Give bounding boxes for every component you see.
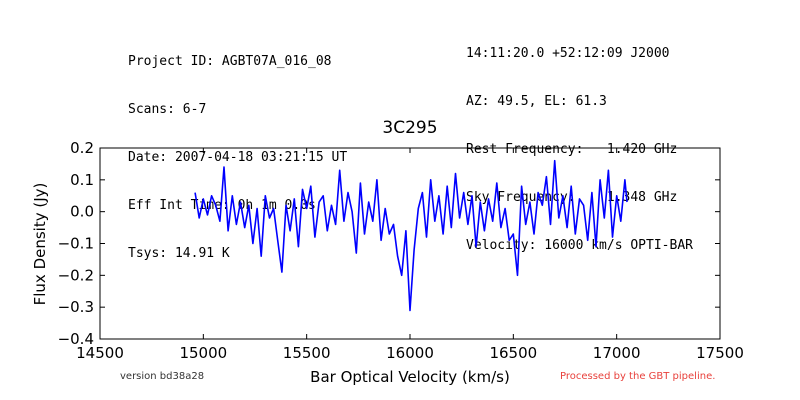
flux-density-series: [194, 159, 628, 312]
rest-frequency: Rest Frequency: 1.420 GHz: [466, 142, 678, 157]
y-tick-label: −0.1: [58, 235, 94, 253]
coordinates: 14:11:20.0 +52:12:09 J2000: [466, 46, 670, 61]
y-tick-label: −0.4: [58, 330, 94, 348]
x-axis-label: Bar Optical Velocity (km/s): [310, 368, 510, 386]
x-tick-label: 14500: [76, 344, 124, 362]
chart-title: 3C295: [382, 118, 437, 138]
y-tick-label: 0.1: [70, 171, 94, 189]
x-tick-label: 16500: [489, 344, 537, 362]
x-tick-label: 17000: [593, 344, 641, 362]
x-tick-label: 15500: [283, 344, 331, 362]
tsys: Tsys: 14.91 K: [128, 246, 230, 261]
project-id: Project ID: AGBT07A_016_08: [128, 54, 332, 69]
y-axis-label: Flux Density (Jy): [31, 183, 49, 306]
y-axis: −0.4 −0.3 −0.2 −0.1 0.0 0.1 0.2: [58, 139, 720, 348]
x-tick-label: 16000: [386, 344, 434, 362]
y-tick-label: −0.2: [58, 266, 94, 284]
x-tick-label: 17500: [696, 344, 744, 362]
x-axis: 14500 15000 15500 16000 16500 17000 17500: [76, 148, 744, 362]
version-label: version bd38a28: [120, 371, 205, 382]
date: Date: 2007-04-18 03:21:15 UT: [128, 150, 348, 165]
y-tick-label: −0.3: [58, 298, 94, 316]
y-tick-label: 0.2: [70, 139, 94, 157]
x-tick-label: 15000: [179, 344, 227, 362]
pipeline-note: Processed by the GBT pipeline.: [560, 371, 716, 382]
scans: Scans: 6-7: [128, 102, 207, 117]
y-tick-label: 0.0: [70, 203, 94, 221]
az-el: AZ: 49.5, EL: 61.3: [466, 94, 607, 109]
